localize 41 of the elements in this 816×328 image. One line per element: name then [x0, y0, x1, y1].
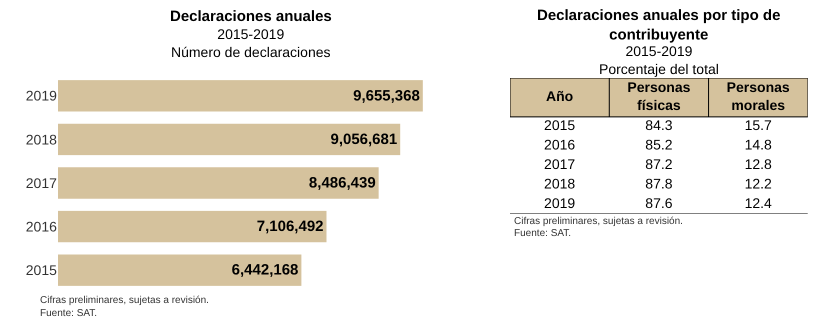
y-tick-label: 2015 [544, 117, 576, 134]
data-label: 87.2 [645, 156, 673, 172]
x-tick-label: Personas morales [726, 78, 790, 114]
bar [58, 80, 423, 112]
chart-title: Declaraciones anuales [170, 8, 332, 25]
y-axis-title: Año [546, 88, 574, 104]
y-tick-label: 2016 [26, 218, 58, 234]
data-label: 6,442,168 [232, 262, 298, 279]
y-tick-label: 2018 [26, 131, 58, 148]
data-label: 85.2 [645, 136, 673, 152]
data-label: 9,655,368 [353, 87, 420, 104]
y-tick-label: 2019 [26, 88, 58, 104]
y-tick-label: 2017 [26, 174, 58, 191]
data-label: 12.8 [744, 156, 772, 172]
data-label: 14.8 [744, 136, 772, 152]
data-label: 87.8 [645, 175, 673, 192]
y-tick-label: 2019 [544, 194, 576, 211]
bar [58, 254, 302, 286]
bar [58, 124, 400, 156]
data-label: 87.6 [645, 194, 673, 211]
data-label: 84.3 [645, 117, 673, 134]
bar [58, 210, 326, 242]
text: Cifras preliminares, sujetas a revisión. [514, 216, 683, 227]
data-label: 7,106,492 [256, 218, 324, 236]
chart-subtitle: 2015-2019 Porcentaje del total [599, 43, 719, 78]
y-tick-label: 2018 [544, 175, 576, 192]
text: Cifras preliminares, sujetas a revisión. [40, 295, 209, 306]
y-tick-label: 2015 [26, 262, 58, 278]
y-tick-label: 2017 [544, 156, 576, 172]
source-note: Fuente: SAT. [514, 228, 572, 239]
data-label: 9,056,681 [330, 130, 398, 148]
data-label: 15.7 [744, 117, 772, 134]
x-tick-label: Personas físicas [627, 78, 691, 114]
y-tick-label: 2016 [544, 136, 576, 152]
source-note: Fuente: SAT. [40, 308, 98, 319]
data-label: 12.2 [744, 175, 772, 192]
bar [58, 167, 379, 199]
data-label: 12.4 [744, 194, 772, 211]
chart-title: Declaraciones anuales por tipo de contribuyente [537, 7, 780, 44]
chart-subtitle: 2015-2019 Número de declaraciones [171, 26, 331, 60]
data-label: 8,486,439 [308, 174, 376, 192]
